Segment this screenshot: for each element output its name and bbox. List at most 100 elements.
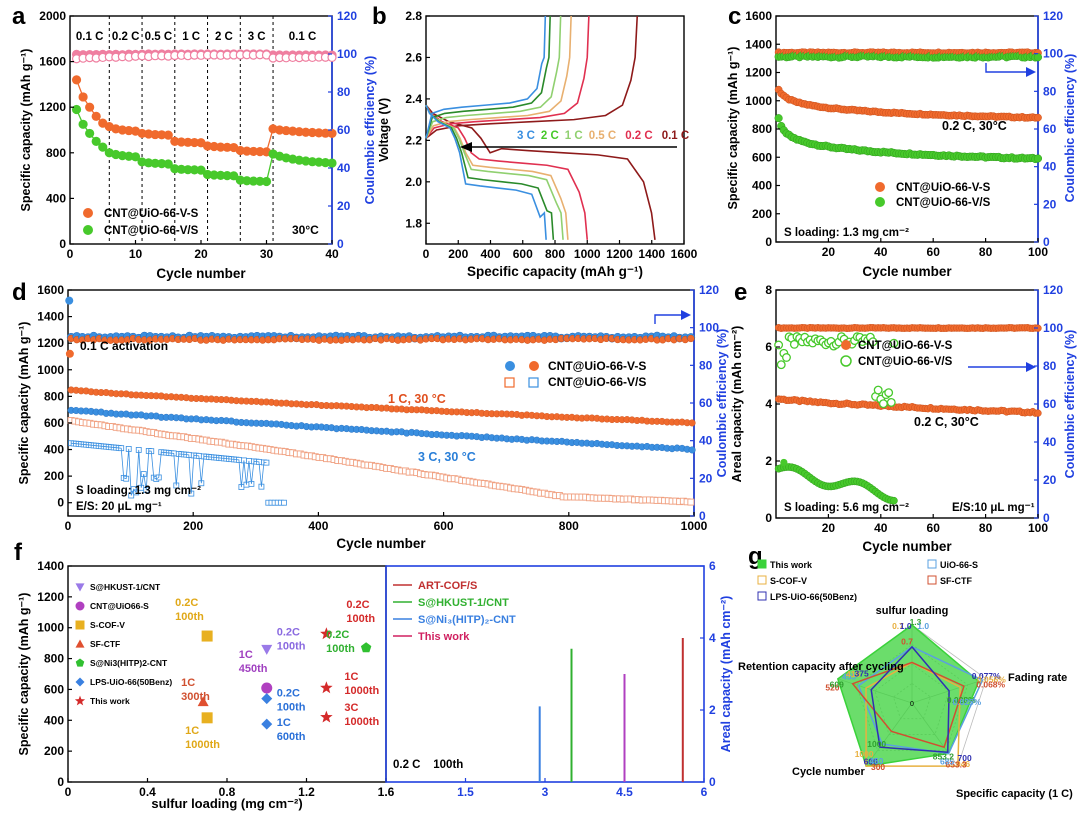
scatter-point xyxy=(201,712,213,724)
y-tick-label: 200 xyxy=(752,207,772,221)
legend-marker-d-2a xyxy=(504,377,515,388)
radar-series xyxy=(836,624,980,767)
x-tick-label: 600 xyxy=(513,247,533,261)
radar-value-label: 1.3 xyxy=(910,617,922,627)
data-point xyxy=(1034,113,1042,122)
data-point xyxy=(873,385,883,395)
y2-tick-label: 20 xyxy=(699,471,713,485)
data-point xyxy=(196,165,206,175)
radar-legend-item: This work xyxy=(770,560,813,570)
y2-tick-label: 100 xyxy=(1043,321,1063,335)
data-point xyxy=(774,340,784,350)
y2-tick-label: 20 xyxy=(1043,473,1057,487)
x-tick-label: 800 xyxy=(559,519,579,533)
data-point xyxy=(789,339,799,349)
y2-tick-label: 80 xyxy=(337,85,351,99)
rate-label: 0.1 C xyxy=(76,31,104,43)
radar-axis-fading-rate: Fading rate xyxy=(1008,672,1067,684)
data-point xyxy=(327,52,337,63)
x-axis-label-c: Cycle number xyxy=(862,264,952,279)
panel-b: b 0 200 400 600 800 1000 1200 1400 1600 1.8 2.0 2.2… xyxy=(372,3,698,279)
ce-arrow-d xyxy=(654,314,685,324)
y2-tick-label: 60 xyxy=(1043,397,1057,411)
scatter-label: 0.2C xyxy=(326,629,349,641)
data-point xyxy=(281,499,287,506)
data-point xyxy=(65,349,74,358)
legend-f-item: CNT@UiO66-S xyxy=(90,601,149,611)
x-tick-label: 20 xyxy=(822,245,836,259)
y2-axis-label-d: Coulombic efficiency (%) xyxy=(715,329,729,478)
radar-axis-specific-capacity: Specific capacity (1 C) xyxy=(956,788,1073,800)
ce-arrow-head-c xyxy=(1026,67,1036,77)
scatter-point xyxy=(261,693,273,705)
data-point xyxy=(889,338,899,348)
y2-tick-label: 60 xyxy=(1043,122,1057,136)
legend-marker-a-1 xyxy=(83,208,93,218)
legend-e-2: CNT@UiO-66-V/S xyxy=(858,356,953,368)
series-marks-a xyxy=(71,49,337,187)
y2-tick-label: 20 xyxy=(337,199,351,213)
scatter-point xyxy=(75,677,85,687)
rate-legend-b: 3 C 2 C 1 C 0.5 C 0.2 C 0.1 C xyxy=(517,130,689,142)
x-tick-label: 40 xyxy=(325,247,339,261)
panel-label-d: d xyxy=(12,279,27,306)
y-tick-label: 2.4 xyxy=(405,92,422,106)
ticks-b: 0 200 400 600 800 1000 1200 1400 1600 1.8 2.0 2.2 2.… xyxy=(405,9,697,261)
ce-arrow-c xyxy=(985,63,1030,73)
radar-value-label: 0.056% xyxy=(977,674,1006,684)
data-point xyxy=(688,419,696,427)
x-tick-label: 0 xyxy=(65,785,72,799)
plot-frame-f-left xyxy=(67,565,387,783)
scatter-label: 1000th xyxy=(344,716,379,728)
rate-legend-item: 3 C xyxy=(517,130,535,142)
x2-tick-label: 3 xyxy=(542,785,549,799)
x-tick-label: 1200 xyxy=(606,247,633,261)
scatter-label: 1C xyxy=(181,677,195,689)
radar-series xyxy=(851,661,965,749)
scatter-point xyxy=(320,681,333,694)
data-point xyxy=(1034,409,1042,417)
x-axis-label-f: sulfur loading (mg cm⁻²) xyxy=(151,796,302,811)
y-tick-label: 1200 xyxy=(39,100,66,114)
x-tick-label: 1.2 xyxy=(298,785,315,799)
scatter-label: 100th xyxy=(326,643,355,655)
radar-value-label: 653.3 xyxy=(946,759,968,769)
radar-legend-item: LPS-UiO-66(50Benz) xyxy=(770,592,857,602)
y-tick-label: 4 xyxy=(765,397,772,411)
y2-tick-label: 20 xyxy=(1043,197,1057,211)
charge-curve xyxy=(425,15,551,139)
y-tick-label: 1400 xyxy=(37,310,64,324)
ce-arrow-head-e xyxy=(1026,362,1036,372)
y2-tick-label: 120 xyxy=(699,283,719,297)
y-axis-label-f: Specific capacity (mAh g⁻¹) xyxy=(17,593,31,756)
data-point xyxy=(687,334,695,343)
y2-tick-label: 80 xyxy=(1043,359,1057,373)
x-axis-label-e: Cycle number xyxy=(862,539,952,554)
data-point xyxy=(78,119,88,129)
y-tick-label: 200 xyxy=(44,744,64,758)
y-tick-label: 800 xyxy=(44,389,64,403)
y2-tick-label: 0 xyxy=(1043,235,1050,249)
y-tick-label: 600 xyxy=(44,682,64,696)
y2-tick-label: 120 xyxy=(1043,9,1063,23)
y-tick-label: 1000 xyxy=(37,621,64,635)
radar-value-label: 685 xyxy=(940,756,954,766)
data-point xyxy=(85,102,95,112)
x-tick-label: 100 xyxy=(1028,245,1048,259)
radar-axis-cycle-number: Cycle number xyxy=(792,766,865,778)
areal-legend-item: S@Ni₃(HITP)₂-CNT xyxy=(418,614,516,626)
charge-curve xyxy=(425,15,547,139)
rate-legend-item: 0.1 C xyxy=(662,130,690,142)
rate-legend-item: 1 C xyxy=(565,130,583,142)
y-tick-label: 1400 xyxy=(37,559,64,573)
legend-c-2: CNT@UiO-66-V/S xyxy=(896,197,991,209)
y-tick-label: 2 xyxy=(765,454,772,468)
charge-curve xyxy=(425,15,639,139)
y2-tick-label: 0 xyxy=(337,237,344,251)
radar-value-label: 0.068% xyxy=(976,680,1005,690)
y2-axis-label-c: Coulombic efficiency (%) xyxy=(1063,54,1077,203)
y-tick-label: 0 xyxy=(57,496,64,510)
data-point xyxy=(687,498,695,506)
